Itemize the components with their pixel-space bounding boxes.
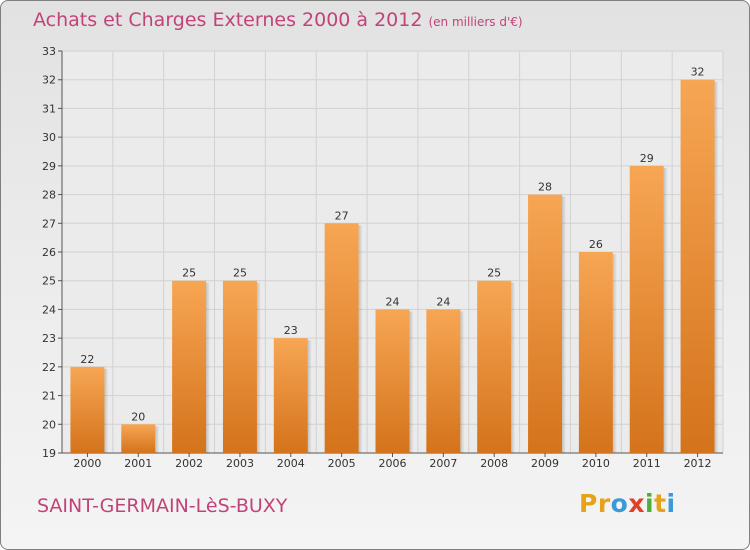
data-label: 24 — [436, 295, 450, 308]
data-label: 26 — [589, 238, 603, 251]
y-tick-label: 28 — [42, 189, 56, 202]
x-tick-label: 2006 — [379, 457, 407, 470]
logo-letter: i — [645, 489, 655, 518]
x-tick-label: 2001 — [124, 457, 152, 470]
x-tick-label: 2007 — [429, 457, 457, 470]
x-tick-label: 2011 — [633, 457, 661, 470]
bar-shadow — [409, 311, 414, 453]
bar-shadow — [358, 225, 363, 453]
chart-title-text: Achats et Charges Externes 2000 à 2012 — [33, 9, 423, 31]
bar — [426, 309, 461, 453]
logo-letter: r — [597, 489, 611, 518]
y-tick-label: 23 — [42, 332, 56, 345]
y-tick-label: 27 — [42, 217, 56, 230]
y-tick-label: 22 — [42, 361, 56, 374]
bar — [680, 79, 715, 453]
bar — [70, 366, 105, 453]
logo-letter: i — [666, 489, 676, 518]
y-tick-label: 33 — [42, 45, 56, 58]
bar — [375, 309, 410, 453]
data-label: 28 — [538, 181, 552, 194]
bar — [172, 280, 207, 453]
bar — [324, 223, 359, 453]
x-tick-label: 2000 — [73, 457, 101, 470]
bar — [273, 338, 308, 453]
logo-letter: t — [654, 489, 667, 518]
data-label: 25 — [233, 267, 247, 280]
data-label: 27 — [335, 209, 349, 222]
bar-shadow — [307, 340, 312, 453]
bar-shadow — [256, 282, 261, 453]
data-label: 22 — [80, 353, 94, 366]
y-tick-label: 29 — [42, 160, 56, 173]
proxiti-logo: Proxiti — [579, 489, 676, 518]
bar-shadow — [714, 81, 719, 453]
data-label: 32 — [691, 66, 705, 79]
logo-letter: P — [579, 489, 598, 518]
bar — [222, 280, 257, 453]
y-tick-label: 19 — [42, 447, 56, 460]
bar-shadow — [206, 282, 211, 453]
data-label: 29 — [640, 152, 654, 165]
x-tick-label: 2009 — [531, 457, 559, 470]
logo-letter: x — [628, 489, 645, 518]
bar-shadow — [104, 368, 109, 453]
y-tick-label: 20 — [42, 418, 56, 431]
y-tick-label: 25 — [42, 275, 56, 288]
bar-shadow — [155, 426, 160, 453]
data-label: 23 — [284, 324, 298, 337]
y-tick-label: 21 — [42, 390, 56, 403]
x-tick-label: 2004 — [277, 457, 305, 470]
bar — [578, 252, 613, 453]
bar — [121, 424, 156, 453]
x-tick-label: 2012 — [684, 457, 712, 470]
bar-shadow — [562, 196, 567, 454]
data-label: 24 — [386, 295, 400, 308]
bar — [477, 280, 512, 453]
bar — [629, 165, 664, 453]
y-tick-label: 26 — [42, 246, 56, 259]
bar-shadow — [460, 311, 465, 453]
logo-letter: o — [610, 489, 629, 518]
commune-name: SAINT-GERMAIN-LèS-BUXY — [37, 495, 288, 517]
chart-unit: (en milliers d'€) — [428, 15, 523, 29]
data-label: 25 — [182, 267, 196, 280]
y-tick-label: 31 — [42, 102, 56, 115]
data-label: 25 — [487, 267, 501, 280]
bar — [528, 194, 563, 454]
x-tick-label: 2008 — [480, 457, 508, 470]
x-tick-label: 2003 — [226, 457, 254, 470]
bar-shadow — [612, 254, 617, 453]
y-tick-label: 30 — [42, 131, 56, 144]
x-tick-label: 2002 — [175, 457, 203, 470]
x-tick-label: 2005 — [328, 457, 356, 470]
y-tick-label: 32 — [42, 74, 56, 87]
chart-title: Achats et Charges Externes 2000 à 2012 (e… — [33, 9, 523, 31]
y-tick-label: 24 — [42, 303, 56, 316]
bar-shadow — [663, 167, 668, 453]
data-label: 20 — [131, 410, 145, 423]
x-tick-label: 2010 — [582, 457, 610, 470]
bar-shadow — [511, 282, 516, 453]
